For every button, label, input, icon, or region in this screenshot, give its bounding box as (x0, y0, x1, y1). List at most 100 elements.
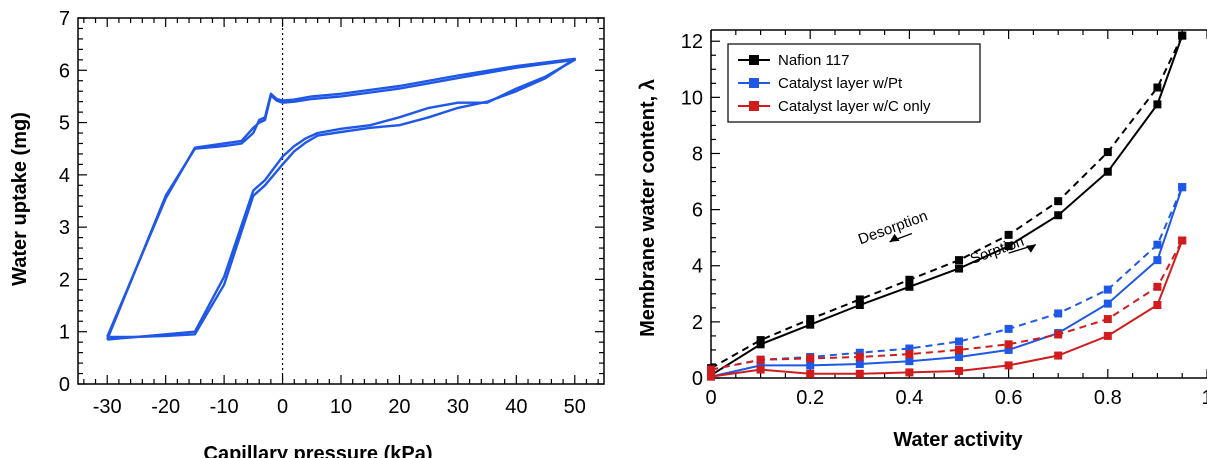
right-y-tick-label: 12 (681, 31, 703, 53)
legend-label-2: Catalyst layer w/Pt (778, 75, 903, 92)
left-x-tick-label: 20 (388, 396, 410, 418)
series-2-sorption-point (1178, 183, 1187, 192)
left-y-tick-label: 2 (59, 269, 70, 291)
desorption-arrowhead (889, 233, 900, 242)
series-1-desorption-point (1054, 197, 1063, 206)
series-1-desorption-point (756, 336, 765, 345)
right-y-axis-label: Membrane water content, λ (637, 79, 659, 337)
right-x-axis-label: Water activity (893, 429, 1023, 451)
series-1-sorption-point (1054, 211, 1063, 220)
series-3-sorption-point (1004, 361, 1013, 370)
series-2-desorption-point (855, 348, 864, 357)
series-2-sorption-line (710, 186, 1184, 378)
series-3-sorption-point (1178, 236, 1187, 245)
series-2-desorption-point (756, 355, 765, 364)
series-1-desorption-point (905, 275, 914, 284)
series-1-desorption-point (955, 256, 963, 265)
left-y-tick-label: 0 (59, 374, 70, 396)
series-1-desorption-point (707, 364, 715, 373)
series-2-desorption-point (1103, 285, 1112, 294)
right-y-tick-label: 0 (692, 368, 703, 390)
left-x-tick-label: 30 (447, 396, 469, 418)
series-1-desorption-point (855, 295, 864, 304)
series-2-desorption-point (806, 352, 815, 361)
series-2-sorption-point (806, 361, 815, 370)
left-x-axis-label: Capillary pressure (kPa) (204, 443, 433, 458)
series-2-desorption-point (1004, 324, 1013, 333)
series-3-sorption-point (707, 372, 715, 381)
series-3-desorption-point (1153, 282, 1162, 291)
right-y-tick-label: 4 (692, 256, 703, 278)
sorption-arrow-shaft (1008, 244, 1037, 254)
series-3-sorption-point (756, 365, 765, 374)
series-3-desorption-point (756, 355, 765, 364)
right-x-tick-label: 0.6 (995, 387, 1023, 409)
left-y-tick-label: 7 (59, 8, 70, 30)
right-x-tick-label: 0.8 (1094, 387, 1122, 409)
series-1-desorption-line (710, 35, 1184, 370)
series-1-sorption-point (855, 301, 864, 310)
series-1-desorption-point (1103, 148, 1112, 157)
left-plot-frame (77, 17, 605, 385)
series-3-sorption-point (1054, 351, 1063, 360)
left-y-tick-label: 5 (59, 113, 70, 135)
left-hysteresis-loop-1 (106, 57, 576, 341)
legend-marker-1 (749, 55, 759, 65)
series-2-desorption-point (707, 365, 715, 374)
right-y-tick-label: 8 (692, 143, 703, 165)
left-plot-area: -30 -20 -10 0 10 20 30 40 50 0 1 2 3 4 5 6 7 (59, 8, 605, 418)
series-2-sorption-point (905, 357, 914, 366)
series-1-sorption-point (806, 320, 815, 329)
legend-marker-2 (749, 78, 759, 88)
left-x-tick-label: -20 (151, 396, 180, 418)
left-x-tick-label: -10 (210, 396, 239, 418)
series-3-desorption-line (710, 240, 1184, 371)
series-3-desorption-point (1103, 315, 1112, 324)
series-3-sorption-point (955, 366, 963, 375)
series-1-desorption-point (806, 315, 815, 324)
series-3-sorption-point (1153, 301, 1162, 310)
series-3-desorption-point (855, 352, 864, 361)
left-y-axis-label: Water uptake (mg) (9, 112, 31, 286)
legend-label-3: Catalyst layer w/C only (778, 98, 931, 115)
left-x-tick-label: -30 (93, 396, 122, 418)
annotation-1: Desorption (856, 207, 930, 248)
series-3-sorption-point (855, 369, 864, 378)
series-2-sorption-point (1004, 345, 1013, 354)
series-2-desorption-point (1178, 183, 1187, 192)
right-x-tick-label: 1 (1201, 387, 1207, 409)
right-y-tick-label: 10 (681, 87, 703, 109)
right-y-tick-label: 6 (692, 200, 703, 222)
series-3-desorption-point (806, 354, 815, 363)
left-x-tick-label: 0 (277, 396, 288, 418)
legend-marker-3 (749, 101, 759, 111)
series-2-sorption-point (1054, 329, 1063, 338)
series-1-desorption-point (1178, 31, 1187, 40)
series-1-desorption-point (1153, 83, 1162, 92)
sorption-arrowhead (1025, 244, 1036, 253)
series-3-desorption-point (1178, 236, 1187, 245)
legend-box (727, 43, 981, 123)
legend-label-1: Nafion 117 (778, 52, 849, 69)
series-1-sorption-point (1178, 31, 1187, 40)
left-x-tick-label: 40 (505, 396, 527, 418)
left-x-tick-label: 10 (330, 396, 352, 418)
series-1-sorption-point (1103, 167, 1112, 176)
series-3-sorption-point (806, 369, 815, 378)
desorption-arrow-shaft (889, 232, 913, 243)
left-y-tick-label: 1 (59, 322, 70, 344)
series-2-sorption-point (756, 361, 765, 370)
series-3-desorption-point (707, 365, 715, 374)
series-1-sorption-point (955, 264, 963, 273)
right-y-tick-label: 2 (692, 312, 703, 334)
series-3-desorption-point (905, 350, 914, 359)
series-1-sorption-point (756, 340, 765, 349)
right-plot-area: 00.20.40.60.81024681012Nafion 117Catalys… (681, 29, 1207, 409)
right-x-tick-label: 0.2 (796, 387, 824, 409)
series-2-desorption-line (710, 186, 1184, 371)
series-1-sorption-line (710, 35, 1184, 377)
series-2-sorption-point (1153, 256, 1162, 265)
right-x-tick-label: 0.4 (895, 387, 923, 409)
left-y-tick-label: 3 (59, 217, 70, 239)
annotation-2: Sorption (968, 233, 1026, 268)
